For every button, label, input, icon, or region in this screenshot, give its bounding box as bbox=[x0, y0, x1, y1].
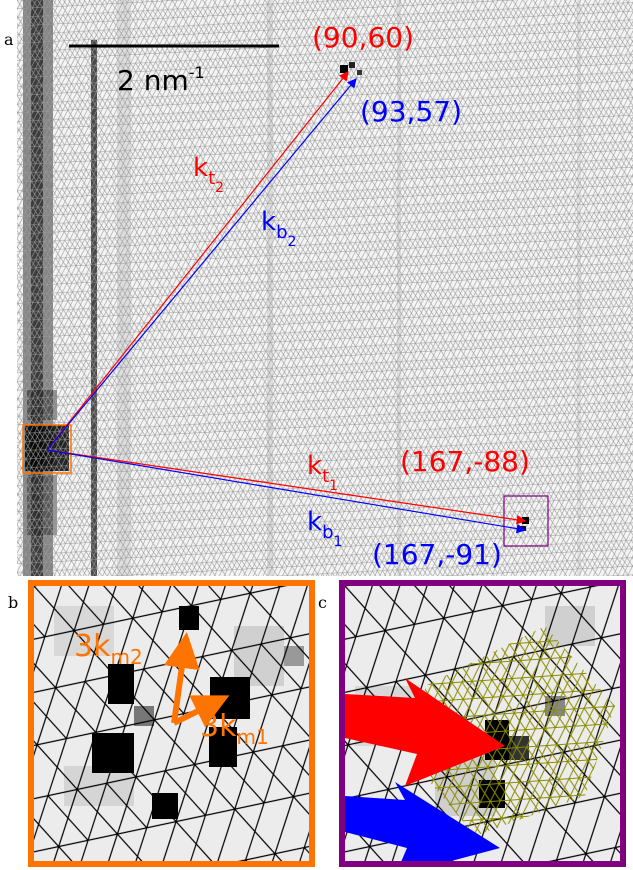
diffraction-panel-a: 2 nm-1 (90,60) (93,57) (167,-88) (167,-9… bbox=[17, 0, 633, 576]
inset-b-lattice bbox=[34, 586, 309, 861]
peak-upper bbox=[340, 65, 348, 73]
coord-t1: (167,-88) bbox=[400, 445, 530, 478]
vector-kb2 bbox=[46, 78, 357, 451]
arrow-blue-c bbox=[345, 782, 500, 861]
label-kt2: kt2 bbox=[193, 153, 224, 196]
vector-3km2 bbox=[163, 632, 200, 724]
label-3km2: 3km2 bbox=[74, 629, 143, 669]
vector-kt1 bbox=[46, 449, 527, 525]
coord-t2: (90,60) bbox=[312, 21, 414, 54]
panel-c-letter: c bbox=[318, 593, 327, 612]
panel-b-letter: b bbox=[8, 593, 19, 612]
inset-c-marker bbox=[503, 495, 549, 547]
vector-kb1 bbox=[46, 449, 527, 534]
inset-c bbox=[339, 580, 626, 867]
vector-3km1 bbox=[172, 695, 230, 728]
label-kt1: kt1 bbox=[307, 451, 338, 494]
inset-c-svg bbox=[345, 586, 620, 861]
scale-bar-label: 2 nm-1 bbox=[117, 63, 205, 97]
vector-kt2 bbox=[46, 71, 349, 451]
label-kb2: kb2 bbox=[261, 207, 296, 250]
inset-b: 3km2 3km1 bbox=[28, 580, 315, 867]
panel-a-letter: a bbox=[4, 30, 14, 49]
label-3km1: 3km1 bbox=[200, 709, 269, 749]
inset-b-marker bbox=[22, 424, 72, 474]
coord-b2: (93,57) bbox=[360, 95, 462, 128]
label-kb1: kb1 bbox=[307, 507, 342, 550]
inset-b-svg: 3km2 3km1 bbox=[34, 586, 309, 861]
inset-c-fine-lattice bbox=[425, 626, 615, 836]
panel-a-svg: 2 nm-1 (90,60) (93,57) (167,-88) (167,-9… bbox=[17, 0, 633, 576]
coord-b1: (167,-91) bbox=[372, 538, 502, 571]
lattice-grid bbox=[17, 0, 633, 576]
arrow-red-c bbox=[345, 678, 505, 786]
